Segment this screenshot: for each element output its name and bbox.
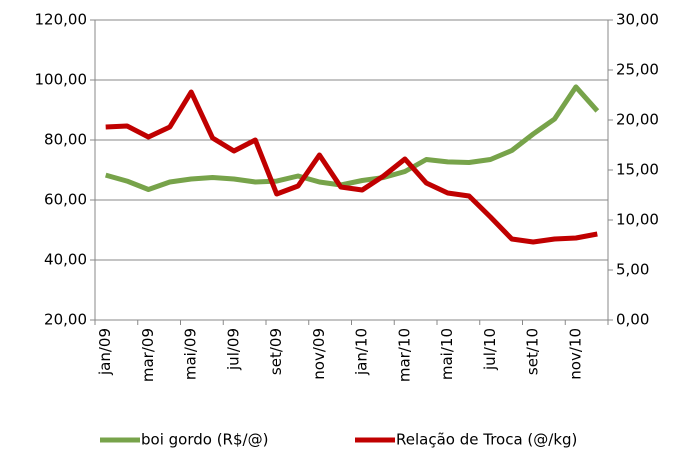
y-tick-label: 80,00	[44, 131, 87, 149]
y2-tick-label: 15,00	[616, 161, 659, 179]
y2-tick-label: 20,00	[616, 111, 659, 129]
legend-label: boi gordo (R$/@)	[141, 431, 268, 449]
x-tick-label: nov/09	[310, 328, 328, 380]
series-line	[105, 84, 600, 192]
y2-tick-label: 0,00	[616, 311, 649, 329]
x-tick-label: mai/10	[438, 328, 456, 380]
x-tick-label: jul/10	[481, 328, 499, 371]
y2-tick-label: 10,00	[616, 211, 659, 229]
x-tick-label: set/09	[267, 328, 285, 375]
y2-tick-label: 25,00	[616, 61, 659, 79]
y-tick-label: 60,00	[44, 191, 87, 209]
x-tick-label: mai/09	[182, 328, 200, 380]
y2-tick-label: 30,00	[616, 11, 659, 29]
y-tick-label: 40,00	[44, 251, 87, 269]
y-tick-label: 100,00	[35, 71, 88, 89]
series-line	[105, 89, 598, 245]
y-tick-label: 120,00	[35, 11, 88, 29]
x-tick-label: nov/10	[566, 328, 584, 380]
x-tick-label: jul/09	[224, 328, 242, 371]
x-tick-label: set/10	[524, 328, 542, 375]
y-tick-label: 20,00	[44, 311, 87, 329]
x-tick-label: mar/09	[139, 328, 157, 382]
legend-label: Relação de Troca (@/kg)	[396, 431, 577, 449]
x-tick-label: jan/09	[96, 328, 114, 376]
y2-tick-label: 5,00	[616, 261, 649, 279]
x-tick-label: jan/10	[353, 328, 371, 376]
plot-frame	[94, 19, 609, 321]
x-tick-label: mar/10	[395, 328, 413, 382]
